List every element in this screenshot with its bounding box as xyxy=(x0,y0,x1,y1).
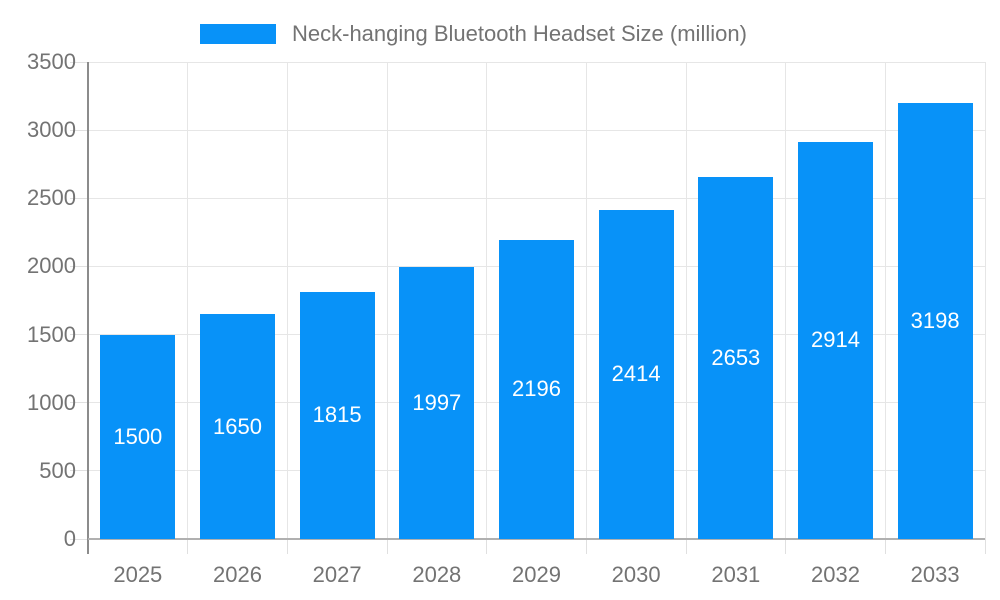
legend-label: Neck-hanging Bluetooth Headset Size (mil… xyxy=(292,21,747,46)
y-tick-mark xyxy=(70,334,88,336)
v-gridline xyxy=(984,62,986,539)
y-axis-tick-label: 500 xyxy=(39,457,76,483)
h-gridline xyxy=(88,61,985,63)
x-axis-tick-label-2028: 2028 xyxy=(412,562,462,587)
y-tick-mark xyxy=(70,402,88,404)
y-tick-mark xyxy=(70,470,88,472)
h-gridline xyxy=(88,197,985,199)
h-gridline xyxy=(88,129,985,131)
x-axis-tick-label-2025: 2025 xyxy=(113,562,163,587)
y-axis-tick-label: 0 xyxy=(63,526,76,551)
v-gridline xyxy=(884,62,886,539)
bar-value-label-2029: 2196 xyxy=(512,376,561,402)
v-gridline xyxy=(486,62,488,539)
y-tick-mark xyxy=(70,61,88,63)
x-tick-mark xyxy=(286,539,288,554)
bar-2026: 1650 xyxy=(200,314,275,539)
y-axis-line xyxy=(87,62,89,554)
y-axis-tick-label: 3000 xyxy=(27,117,76,143)
v-gridline xyxy=(685,62,687,539)
y-axis-tick-label: 2000 xyxy=(27,253,76,279)
x-axis-tick-label-2027: 2027 xyxy=(312,562,362,587)
y-tick-mark xyxy=(70,129,88,131)
bar-2027: 1815 xyxy=(299,291,375,539)
y-tick-mark xyxy=(70,265,88,267)
y-tick-mark xyxy=(70,197,88,199)
bar-value-label-2031: 2653 xyxy=(711,345,761,371)
bar-value-label-2033: 3198 xyxy=(910,308,960,334)
bar-value-label-2027: 1815 xyxy=(312,402,362,428)
y-axis-tick-label: 2500 xyxy=(27,185,76,211)
bar-value-label-2030: 2414 xyxy=(611,361,661,387)
v-gridline xyxy=(585,62,587,539)
y-axis-tick-label: 1000 xyxy=(27,389,76,415)
bar-value-label-2032: 2914 xyxy=(811,327,860,353)
x-axis-tick-label-2033: 2033 xyxy=(910,562,960,587)
legend-swatch xyxy=(200,24,276,44)
v-gridline xyxy=(286,62,288,539)
v-gridline xyxy=(187,62,189,539)
x-axis-tick-label-2031: 2031 xyxy=(711,562,761,587)
bar-value-label-2028: 1997 xyxy=(412,389,462,415)
bar-2033: 3198 xyxy=(897,103,973,539)
y-axis-tick-label: 1500 xyxy=(27,321,76,347)
x-axis-tick-label-2029: 2029 xyxy=(512,562,561,587)
bar-2028: 1997 xyxy=(399,266,475,539)
x-tick-mark xyxy=(685,539,687,554)
x-tick-mark xyxy=(187,539,189,554)
x-tick-mark xyxy=(984,539,986,554)
x-axis-tick-label-2030: 2030 xyxy=(611,562,661,587)
y-tick-mark xyxy=(70,538,88,540)
bar-2032: 2914 xyxy=(798,141,873,539)
x-axis-line xyxy=(88,538,985,540)
x-axis-tick-label-2032: 2032 xyxy=(811,562,860,587)
legend: Neck-hanging Bluetooth Headset Size (mil… xyxy=(200,14,747,54)
v-gridline xyxy=(785,62,787,539)
x-tick-mark xyxy=(486,539,488,554)
x-tick-mark xyxy=(585,539,587,554)
v-gridline xyxy=(386,62,388,539)
bar-2031: 2653 xyxy=(698,177,774,539)
x-tick-mark xyxy=(884,539,886,554)
x-tick-mark xyxy=(386,539,388,554)
bar-2025: 1500 xyxy=(100,334,176,539)
y-axis-tick-label: 3500 xyxy=(27,49,76,74)
x-tick-mark xyxy=(785,539,787,554)
bar-2030: 2414 xyxy=(598,210,674,539)
bar-value-label-2025: 1500 xyxy=(113,423,163,449)
x-axis-tick-label-2026: 2026 xyxy=(213,562,262,587)
bar-value-label-2026: 1650 xyxy=(213,413,262,439)
bar-2029: 2196 xyxy=(499,239,574,539)
